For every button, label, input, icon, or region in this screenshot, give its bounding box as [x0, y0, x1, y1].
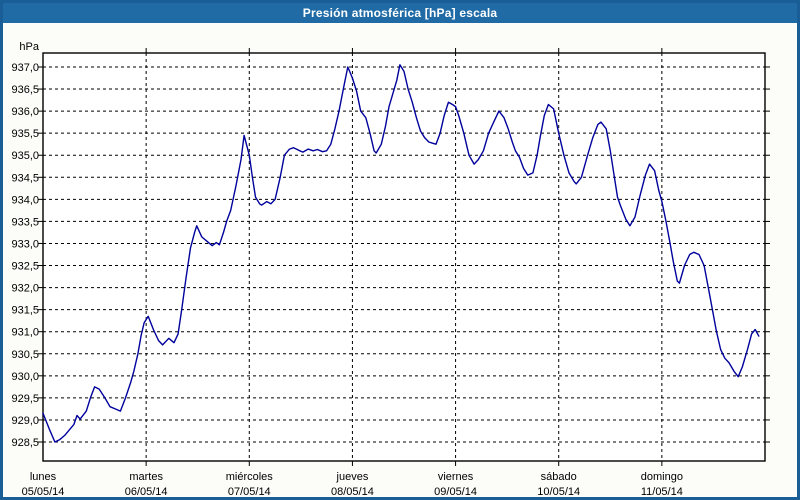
x-day-name: miércoles: [226, 471, 274, 483]
y-tick-label: 933,0: [11, 238, 39, 250]
x-day-name: lunes: [30, 471, 57, 483]
y-tick-label: 936,5: [11, 84, 39, 96]
x-day-name: martes: [129, 471, 163, 483]
y-tick-label: 929,0: [11, 415, 39, 427]
y-tick-label: 934,5: [11, 172, 39, 184]
y-tick-label: 928,5: [11, 437, 39, 449]
x-day-date: 06/05/14: [125, 486, 168, 498]
y-tick-label: 929,5: [11, 393, 39, 405]
chart-title-bar: Presión atmosférica [hPa] escala: [3, 3, 797, 23]
x-day-date: 08/05/14: [331, 486, 374, 498]
y-tick-label: 932,0: [11, 283, 39, 295]
x-day-name: jueves: [336, 471, 369, 483]
y-tick-label: 930,5: [11, 349, 39, 361]
x-day-date: 05/05/14: [22, 486, 65, 498]
y-tick-label: 935,5: [11, 128, 39, 140]
plot-frame: [42, 52, 766, 462]
x-day-date: 07/05/14: [228, 486, 271, 498]
y-tick-label: 933,5: [11, 216, 39, 228]
y-tick-label: 937,0: [11, 62, 39, 74]
pressure-line-chart: 937,0 936,5 936,0 935,5 935,0 934,5 934,0 933,5…: [11, 41, 770, 498]
y-tick-label: 930,0: [11, 371, 39, 383]
x-day-date: 09/05/14: [434, 486, 477, 498]
pressure-series-line: [42, 64, 760, 443]
y-tick-label: 932,5: [11, 261, 39, 273]
x-day-name: domingo: [641, 471, 683, 483]
y-tick-label: 931,0: [11, 327, 39, 339]
y-tick-label: 935,0: [11, 150, 39, 162]
y-axis-unit-label: hPa: [19, 41, 39, 53]
x-day-name: sábado: [541, 471, 577, 483]
plot-area: [43, 53, 765, 461]
y-tick-label: 931,5: [11, 305, 39, 317]
chart-title: Presión atmosférica [hPa] escala: [302, 6, 498, 20]
x-day-name: viernes: [438, 471, 474, 483]
y-tick-label: 936,0: [11, 106, 39, 118]
x-day-date: 11/05/14: [641, 486, 683, 498]
x-day-date: 10/05/14: [537, 486, 580, 498]
y-tick-label: 934,0: [11, 194, 39, 206]
